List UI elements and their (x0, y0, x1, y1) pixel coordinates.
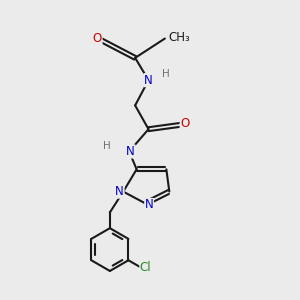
Text: Cl: Cl (140, 261, 152, 274)
Text: N: N (126, 145, 135, 158)
Text: N: N (144, 74, 153, 87)
Text: N: N (145, 199, 154, 212)
Text: H: H (103, 140, 111, 151)
Text: CH₃: CH₃ (168, 31, 190, 44)
Text: H: H (163, 69, 170, 79)
Text: O: O (93, 32, 102, 45)
Text: O: O (180, 117, 189, 130)
Text: N: N (115, 185, 124, 198)
